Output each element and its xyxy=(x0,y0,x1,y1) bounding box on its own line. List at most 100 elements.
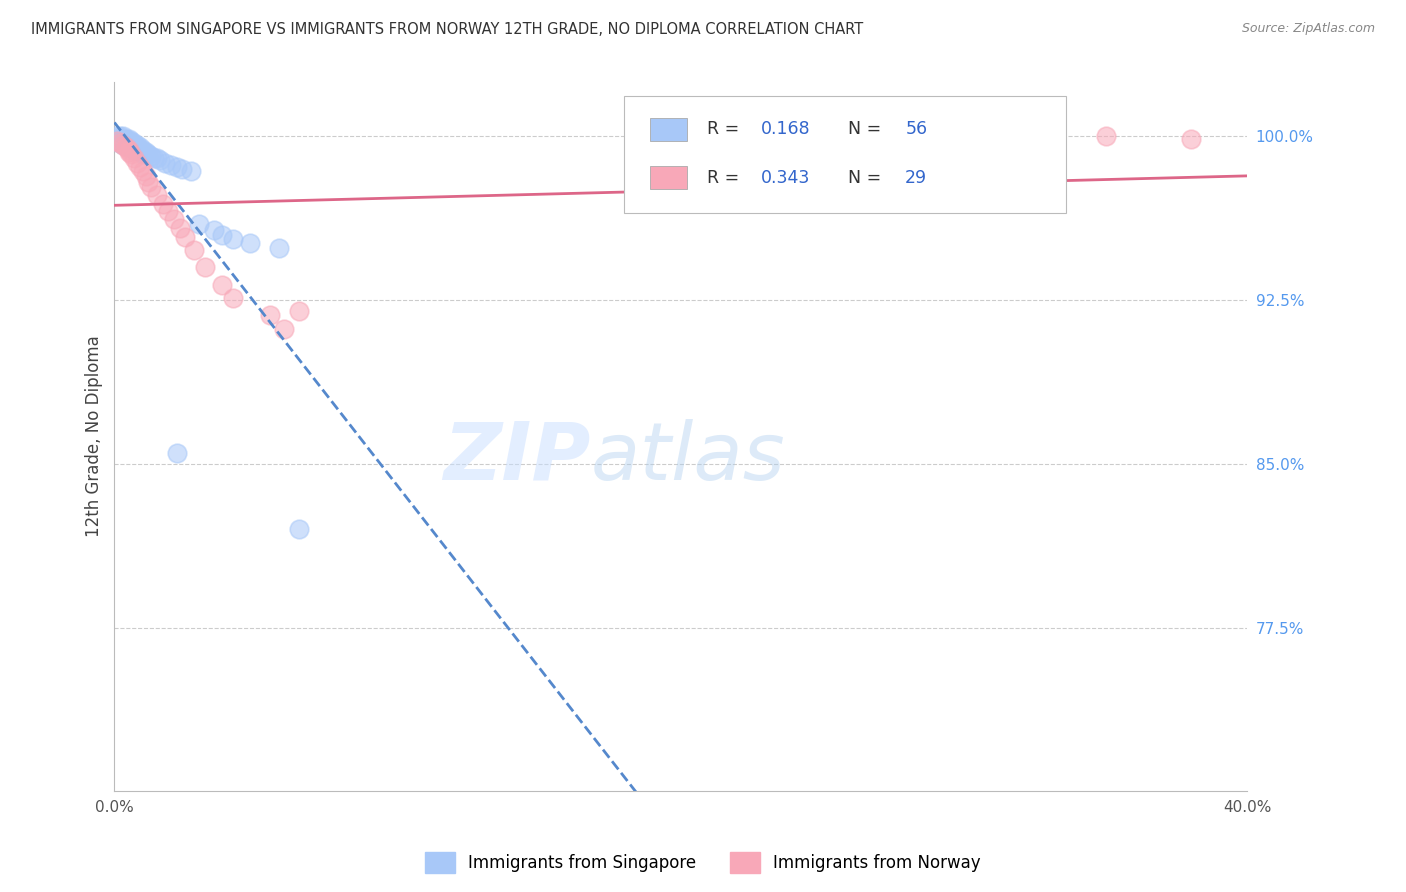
Point xyxy=(152,197,174,211)
Point xyxy=(108,134,131,148)
Point xyxy=(259,309,281,323)
Point xyxy=(149,153,172,168)
Point xyxy=(108,136,131,150)
Text: R =: R = xyxy=(707,120,745,138)
Point xyxy=(111,131,134,145)
Point xyxy=(239,236,262,251)
Text: 0.343: 0.343 xyxy=(761,169,811,186)
Point xyxy=(117,145,139,159)
Point xyxy=(105,131,128,145)
Point xyxy=(194,260,217,275)
Point xyxy=(211,227,233,242)
Point xyxy=(105,134,128,148)
FancyBboxPatch shape xyxy=(624,96,1066,213)
Point xyxy=(180,164,202,178)
Point xyxy=(129,143,152,157)
Point xyxy=(114,131,136,145)
Point xyxy=(132,164,155,178)
Text: 0.168: 0.168 xyxy=(761,120,811,138)
Point xyxy=(146,151,169,165)
Point xyxy=(129,140,152,154)
Point xyxy=(120,134,142,148)
Point xyxy=(125,155,148,169)
Point xyxy=(114,140,136,154)
Text: Source: ZipAtlas.com: Source: ZipAtlas.com xyxy=(1241,22,1375,36)
Point xyxy=(287,304,309,318)
Point xyxy=(117,140,139,154)
Text: N =: N = xyxy=(837,120,887,138)
Point xyxy=(146,188,169,202)
Point xyxy=(125,138,148,153)
Point xyxy=(111,138,134,153)
Point xyxy=(125,140,148,154)
Point xyxy=(222,232,245,246)
Point xyxy=(183,243,205,257)
Point xyxy=(105,134,128,148)
Point xyxy=(117,134,139,148)
Point xyxy=(117,131,139,145)
Point xyxy=(122,143,145,157)
Text: R =: R = xyxy=(707,169,745,186)
Text: 29: 29 xyxy=(905,169,928,186)
Text: N =: N = xyxy=(837,169,887,186)
Point xyxy=(114,138,136,153)
Point xyxy=(169,221,191,235)
Point xyxy=(129,160,152,174)
Point xyxy=(125,143,148,157)
Point xyxy=(211,277,233,292)
Point xyxy=(166,160,188,174)
Point xyxy=(172,162,194,177)
Point xyxy=(120,138,142,153)
Point xyxy=(114,134,136,148)
Point xyxy=(155,155,177,169)
Point xyxy=(132,145,155,159)
Point xyxy=(111,138,134,153)
Legend: Immigrants from Singapore, Immigrants from Norway: Immigrants from Singapore, Immigrants fr… xyxy=(419,846,987,880)
Point xyxy=(122,136,145,150)
Point xyxy=(174,230,197,244)
Point xyxy=(122,151,145,165)
Point xyxy=(138,175,160,189)
Point xyxy=(114,136,136,150)
Text: 56: 56 xyxy=(905,120,928,138)
Point xyxy=(273,321,295,335)
Point xyxy=(222,291,245,305)
Point xyxy=(117,143,139,157)
Point xyxy=(105,129,128,144)
Y-axis label: 12th Grade, No Diploma: 12th Grade, No Diploma xyxy=(86,335,103,538)
Point xyxy=(141,179,163,194)
Point xyxy=(108,136,131,150)
Point xyxy=(138,147,160,161)
Point xyxy=(135,169,157,183)
Point xyxy=(135,145,157,159)
Text: atlas: atlas xyxy=(591,419,785,497)
Point xyxy=(1180,131,1202,145)
Point xyxy=(111,129,134,144)
Point xyxy=(111,134,134,148)
Point xyxy=(117,138,139,153)
Bar xyxy=(651,118,686,141)
Point xyxy=(1094,129,1116,144)
Text: ZIP: ZIP xyxy=(443,419,591,497)
Point xyxy=(188,217,211,231)
Point xyxy=(111,136,134,150)
Point xyxy=(157,203,180,218)
Text: IMMIGRANTS FROM SINGAPORE VS IMMIGRANTS FROM NORWAY 12TH GRADE, NO DIPLOMA CORRE: IMMIGRANTS FROM SINGAPORE VS IMMIGRANTS … xyxy=(31,22,863,37)
Point xyxy=(122,138,145,153)
Point xyxy=(160,158,183,172)
Bar xyxy=(651,166,686,189)
Point xyxy=(287,522,309,536)
Point xyxy=(108,131,131,145)
Point xyxy=(143,151,166,165)
Point xyxy=(166,446,188,460)
Point xyxy=(120,147,142,161)
Point xyxy=(132,147,155,161)
Point xyxy=(163,212,186,227)
Point xyxy=(117,136,139,150)
Point xyxy=(132,143,155,157)
Point xyxy=(108,129,131,144)
Point xyxy=(122,140,145,154)
Point xyxy=(202,223,225,237)
Point xyxy=(267,241,290,255)
Point xyxy=(135,147,157,161)
